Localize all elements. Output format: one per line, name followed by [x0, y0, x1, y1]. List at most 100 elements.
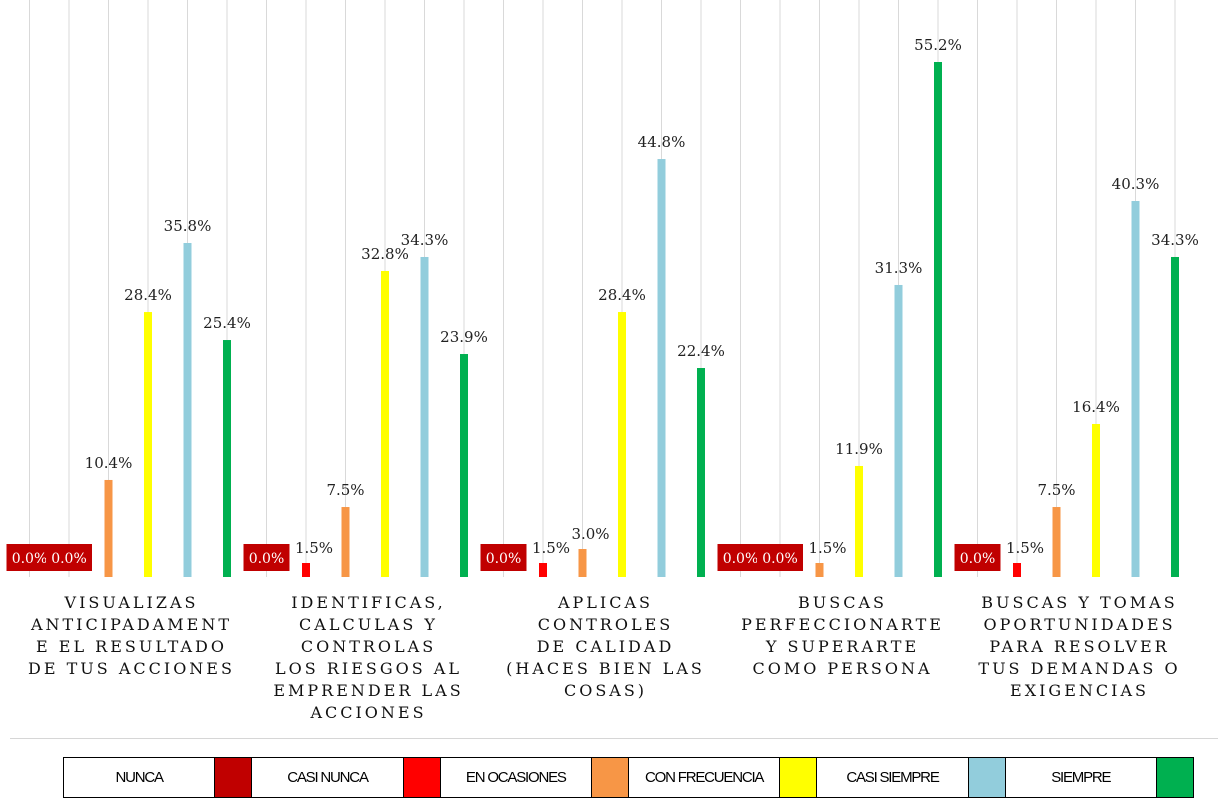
bar [539, 563, 547, 577]
legend-label: CASI SIEMPRE [846, 769, 939, 786]
category-label: CONTROLES [538, 615, 673, 634]
category-label: TUS DEMANDAS O [978, 659, 1180, 678]
category-label: ACCIONES [309, 703, 426, 722]
value-label: 23.9% [440, 328, 488, 346]
bar [104, 479, 113, 577]
value-label: 1.5% [808, 539, 846, 557]
category-label: PARA RESOLVER [989, 637, 1169, 656]
category-label: ANTICIPADAMENT [30, 615, 232, 634]
value-label: 31.3% [875, 259, 923, 277]
value-label: 28.4% [598, 286, 646, 304]
zero-label-box [757, 544, 803, 571]
category-label: APLICAS [557, 593, 653, 612]
value-label: 7.5% [326, 481, 364, 499]
legend-item: SIEMPRE [1006, 758, 1193, 797]
category-label: COMO PERSONA [752, 659, 932, 678]
legend-swatch [214, 758, 252, 797]
bar [420, 256, 429, 577]
legend-swatch [590, 758, 628, 797]
value-label: 7.5% [1037, 481, 1075, 499]
legend-separator [10, 738, 1218, 739]
value-label: 32.8% [361, 245, 409, 263]
zero-label-box [46, 544, 92, 571]
zero-label-box [6, 544, 53, 571]
legend-swatch [779, 758, 817, 797]
bar [934, 62, 942, 577]
legend-item: CASI NUNCA [252, 758, 441, 797]
bar [578, 549, 587, 577]
value-labels: 0.0% 0.0%10.4%28.4%35.8%25.4%0.0%1.5%7.5%… [6, 36, 1199, 571]
value-label: 1.5% [295, 539, 333, 557]
value-label: 0.0% [960, 551, 996, 567]
legend-label: EN OCASIONES [465, 769, 567, 786]
bar [1131, 201, 1140, 577]
bar [618, 312, 626, 577]
value-label: 0.0% [486, 551, 522, 567]
value-label: 34.3% [401, 231, 449, 249]
bar [1052, 507, 1061, 577]
bar [460, 354, 468, 577]
legend-label: NUNCA [115, 769, 164, 786]
value-label: 0.0% [249, 551, 285, 567]
category-label: PERFECCIONARTE [741, 615, 944, 634]
value-label: 1.5% [1006, 539, 1044, 557]
legend-item: CASI SIEMPRE [817, 758, 1006, 797]
category-label: DE CALIDAD [537, 637, 675, 656]
legend-swatch [1155, 758, 1193, 797]
legend-label: SIEMPRE [1051, 769, 1111, 786]
zero-label-box [243, 544, 290, 571]
zero-label-box [480, 544, 527, 571]
bar [1092, 423, 1100, 577]
bar [341, 507, 350, 577]
value-label: 55.2% [914, 36, 962, 54]
category-label: EMPRENDER LAS [273, 681, 463, 700]
bar [1013, 563, 1021, 577]
value-label: 3.0% [571, 525, 609, 543]
category-label: LOS RIESGOS AL [275, 659, 462, 678]
legend-swatch [967, 758, 1005, 797]
category-label: IDENTIFICAS, [291, 593, 446, 612]
legend-item: NUNCA [64, 758, 253, 797]
zero-label-box [717, 544, 764, 571]
value-label: 10.4% [85, 454, 133, 472]
category-label: OPORTUNIDADES [983, 615, 1175, 634]
bar [855, 465, 863, 577]
legend-swatch [402, 758, 440, 797]
category-label: CONTROLAS [301, 637, 436, 656]
category-label: VISUALIZAS [64, 593, 199, 612]
bar [144, 312, 152, 577]
bar [183, 242, 192, 577]
value-label: 0.0% [12, 551, 48, 567]
category-label: CALCULAS Y [299, 615, 438, 634]
value-label: 11.9% [835, 440, 883, 458]
bar [894, 284, 903, 577]
bar [381, 270, 389, 577]
zero-label-box [954, 544, 1001, 571]
category-label: (HACES BIEN LAS [506, 659, 705, 678]
value-label: 44.8% [638, 133, 686, 151]
bars [104, 62, 1179, 577]
legend-item: CON FRECUENCIA [629, 758, 818, 797]
category-label: E EL RESULTADO [36, 637, 227, 656]
value-label: 0.0% [51, 551, 87, 567]
bar [697, 368, 705, 577]
value-label: 1.5% [532, 539, 570, 557]
category-label: EXIGENCIAS [1010, 681, 1149, 700]
bar [223, 340, 231, 577]
bar [815, 563, 824, 577]
value-label: 40.3% [1112, 175, 1160, 193]
value-label: 0.0% [723, 551, 759, 567]
legend: NUNCA CASI NUNCA EN OCASIONES CON FRECUE… [63, 757, 1194, 798]
chart-plot: 0.0% 0.0%10.4%28.4%35.8%25.4%0.0%1.5%7.5%… [6, 0, 1199, 722]
value-label: 34.3% [1151, 231, 1199, 249]
category-label: DE TUS ACCIONES [28, 659, 235, 678]
bar [1171, 256, 1179, 577]
bar [657, 159, 666, 577]
category-label: Y SUPERARTE [765, 637, 919, 656]
category-label: BUSCAS Y TOMAS [981, 593, 1177, 612]
legend-label: CASI NUNCA [287, 769, 369, 786]
bar [302, 563, 310, 577]
value-label: 0.0% [762, 551, 798, 567]
category-label: BUSCAS [798, 593, 887, 612]
value-label: 28.4% [124, 286, 172, 304]
